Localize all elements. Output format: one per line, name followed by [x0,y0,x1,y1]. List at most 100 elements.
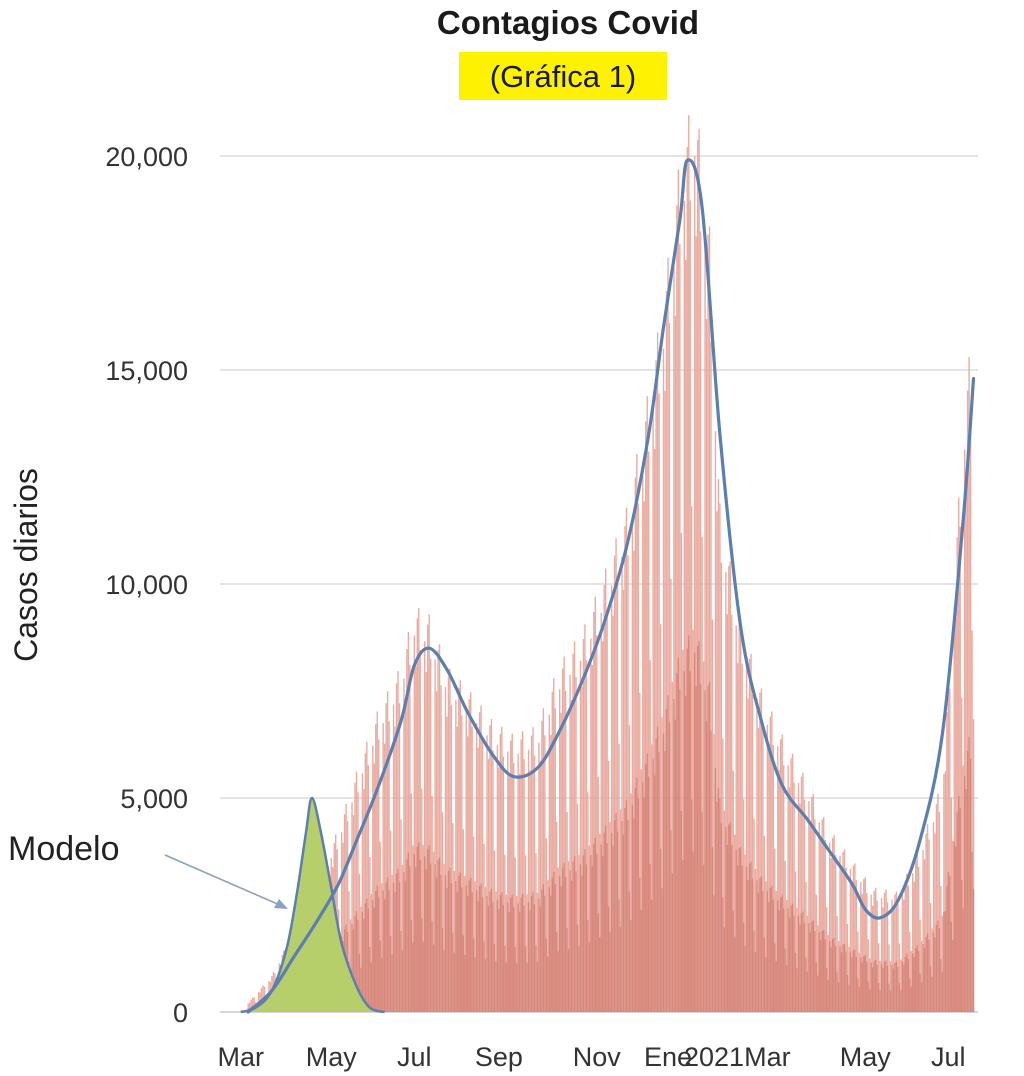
daily-bar [532,727,534,1012]
daily-bar-lower [366,898,368,1012]
daily-bar [639,692,641,1012]
daily-bar-lower [817,975,819,1012]
daily-bar [774,848,776,1012]
daily-bar-lower [603,832,605,1012]
daily-bar [704,245,706,1012]
daily-bar [811,796,813,1012]
daily-bar [477,747,479,1012]
daily-bar-lower [713,895,715,1012]
daily-bar [398,703,401,1012]
daily-bar-lower [882,968,884,1012]
daily-bar-lower [843,943,846,1012]
daily-bar [561,668,564,1012]
daily-bar-lower [499,895,502,1012]
daily-bar [897,904,899,1012]
daily-bar-lower [831,938,834,1012]
daily-bar-lower [517,903,519,1012]
daily-bar [886,902,889,1012]
daily-bar [538,742,540,1012]
daily-bar [570,700,573,1012]
daily-bar-lower [889,990,892,1012]
daily-bar-lower [747,880,749,1012]
daily-bar-lower [533,904,536,1012]
daily-bar-lower [536,961,539,1012]
daily-bar [771,711,773,1012]
daily-bar-lower [661,888,663,1012]
daily-bar-lower [808,923,810,1012]
daily-bar [391,874,393,1012]
daily-bar-lower [560,886,562,1012]
daily-bar [594,596,596,1012]
daily-bar-lower [892,968,895,1012]
daily-bar [713,734,715,1012]
daily-bar-lower [464,954,466,1012]
daily-bar-lower [674,719,677,1012]
daily-bar [471,726,473,1012]
daily-bar-lower [599,937,601,1012]
daily-bar-lower [600,844,602,1012]
daily-bar [517,753,519,1012]
daily-bar-lower [667,695,669,1012]
daily-bar [619,809,622,1012]
daily-bar-lower [412,941,414,1012]
daily-bar-lower [392,882,395,1012]
daily-bar [941,915,944,1012]
daily-bar-lower [474,957,476,1012]
daily-bar-lower [467,896,469,1012]
daily-bar-lower [870,962,872,1012]
daily-bar-lower [379,940,381,1012]
daily-bar [410,793,413,1012]
daily-bar-lower [839,946,841,1012]
daily-bar [877,943,880,1012]
daily-bar [419,649,421,1012]
daily-bar [496,745,499,1012]
daily-bar [508,773,510,1012]
daily-bar [354,782,356,1012]
daily-bar [560,712,562,1012]
daily-bar-lower [656,726,659,1012]
daily-bar [699,231,702,1012]
daily-bar-lower [886,965,889,1012]
daily-bar-lower [455,881,457,1012]
daily-bar-lower [900,989,902,1012]
daily-bar [461,715,463,1012]
daily-bar [551,691,553,1012]
daily-bar [778,770,780,1012]
daily-bar-lower [581,875,583,1012]
daily-bar [969,409,972,1012]
daily-bar [892,908,895,1012]
daily-bar-lower [698,641,700,1012]
daily-bar-lower [495,961,497,1012]
daily-bar [578,854,580,1012]
daily-bar-lower [883,961,886,1012]
daily-bar-lower [609,932,611,1012]
daily-bar-lower [551,877,553,1012]
daily-bar-lower [725,827,727,1012]
daily-bar [610,585,613,1012]
daily-bar-lower [354,915,356,1012]
daily-bar [404,699,407,1012]
daily-bar [394,726,396,1012]
daily-bar [380,883,383,1012]
daily-bar-lower [937,920,939,1012]
daily-bar [926,824,929,1012]
daily-bar-lower [756,880,758,1012]
daily-bar [754,868,757,1012]
daily-bar [389,830,392,1012]
daily-bar-lower [751,878,754,1012]
daily-bar [907,885,909,1012]
daily-bar-lower [478,886,481,1012]
daily-bar-lower [447,871,450,1012]
daily-bar [928,839,930,1012]
daily-bar [814,819,816,1012]
daily-bar [429,658,432,1012]
daily-bar-lower [944,910,947,1012]
x-tick-label: May [306,1042,358,1072]
daily-bar-lower [836,971,838,1012]
daily-bar-lower [760,876,763,1012]
daily-bar [622,589,625,1012]
daily-bar-lower [650,899,653,1012]
daily-bar-lower [928,939,930,1012]
daily-bar [346,821,349,1012]
daily-bar-lower [566,928,568,1012]
